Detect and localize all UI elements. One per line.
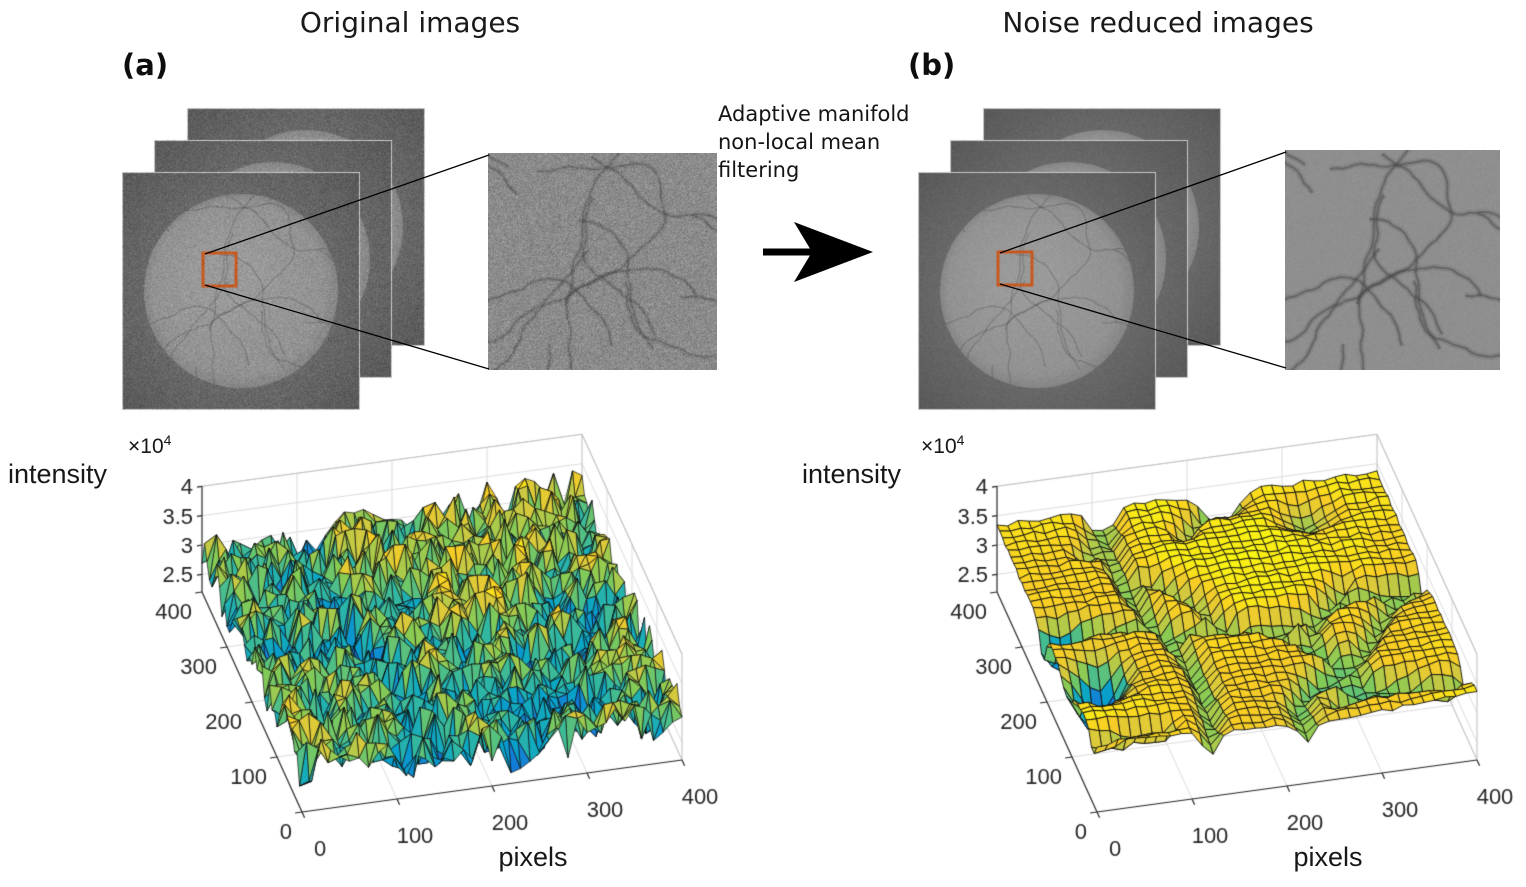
z-axis-label-b: intensity: [802, 459, 902, 489]
z-axis-exponent-b: ×104: [921, 432, 965, 458]
panel-b-title: Noise reduced images: [1002, 6, 1314, 39]
z-axis-exponent-a: ×104: [128, 432, 172, 458]
filter-text-line2: non-local mean: [718, 130, 881, 154]
filter-method-text: Adaptive manifold non-local mean filteri…: [718, 100, 910, 184]
filter-text-line3: filtering: [718, 158, 800, 182]
image-stack-denoised: [918, 107, 1222, 411]
panel-a-label: (a): [122, 48, 169, 82]
image-stack-original: [122, 107, 426, 411]
zoom-crop-original: [488, 153, 717, 370]
panel-b-label: (b): [908, 48, 956, 82]
filter-text-line1: Adaptive manifold: [718, 102, 910, 126]
surface-plot-original: [140, 425, 770, 887]
zoom-crop-denoised: [1285, 150, 1500, 370]
x-axis-label-a: pixels: [498, 842, 568, 872]
process-arrow-icon: [763, 222, 873, 282]
panel-a-title: Original images: [299, 6, 521, 39]
surface-plot-denoised: [935, 425, 1526, 887]
z-axis-label-a: intensity: [8, 459, 108, 489]
x-axis-label-b: pixels: [1293, 842, 1363, 872]
